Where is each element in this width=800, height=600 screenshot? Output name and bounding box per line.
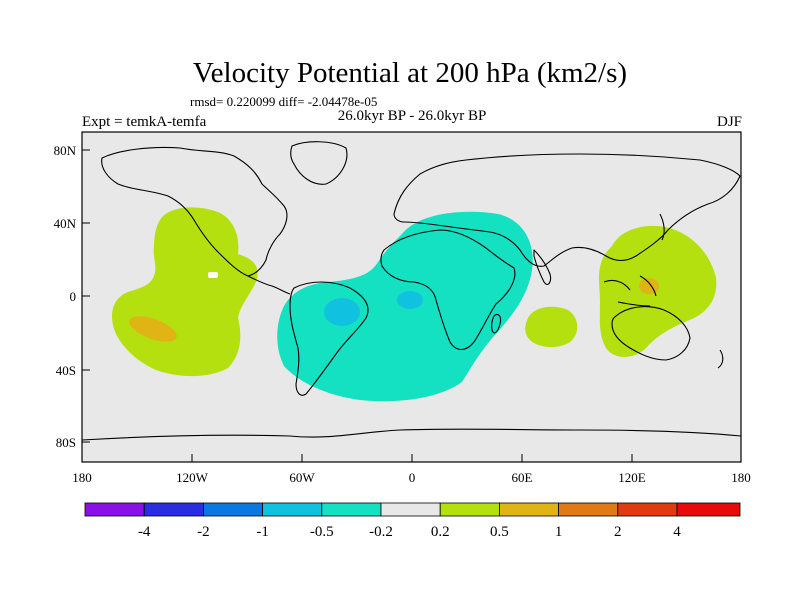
new-zealand-coast <box>717 349 724 369</box>
lat-labels: 80N 40N 0 40S 80S <box>54 143 77 450</box>
brazil-moderate-negative <box>324 298 360 326</box>
lat-label-80n: 80N <box>54 143 77 158</box>
india-coast <box>533 249 552 285</box>
lon-label-0: 0 <box>409 470 416 485</box>
indian-ocean-positive-region <box>525 306 578 348</box>
swatch-5 <box>380 502 441 517</box>
maritime-islands-coast <box>603 275 657 307</box>
colorbar-label-5: 0.2 <box>431 524 450 540</box>
swatch-6 <box>439 502 500 517</box>
central-america-coast <box>247 275 291 295</box>
maritime-moderate-positive <box>639 278 659 294</box>
swatch-10 <box>676 502 741 517</box>
colorbar-label-7: 1 <box>555 524 563 540</box>
colorbar-label-0: -4 <box>138 524 151 540</box>
madagascar-coast <box>491 313 502 334</box>
figure-title: Velocity Potential at 200 hPa (km2/s) <box>193 57 627 89</box>
atlantic-moderate-negative <box>397 291 423 309</box>
pacific-hole <box>208 272 218 278</box>
experiment-label: Expt = temkA-temfa <box>82 114 207 130</box>
moderate-negative-regions <box>324 291 423 326</box>
lat-label-0: 0 <box>70 289 77 304</box>
pacific-moderate-positive <box>129 316 177 342</box>
colorbar-label-9: 4 <box>673 524 681 540</box>
map-ticks <box>81 149 742 462</box>
swatch-8 <box>558 502 619 517</box>
lat-label-40n: 40N <box>54 216 77 231</box>
africa-coast <box>380 229 516 351</box>
maritime-continent-positive-region <box>599 225 717 357</box>
period-label: 26.0kyr BP - 26.0kyr BP <box>338 108 487 124</box>
swatch-9 <box>617 502 678 517</box>
map-panel: 180 120W 60W 0 60E 120E 180 80N 40N 0 40… <box>54 131 751 485</box>
antarctica-coast <box>81 428 742 441</box>
south-america-coast <box>289 281 369 396</box>
greenland-coast <box>290 141 348 185</box>
swatch-3 <box>262 502 323 517</box>
japan-coast <box>659 213 665 241</box>
lon-label-180e: 180 <box>731 470 751 485</box>
lat-label-80s: 80S <box>56 435 76 450</box>
colorbar-label-1: -2 <box>197 524 210 540</box>
coastlines <box>81 141 742 441</box>
colorbar-label-3: -0.5 <box>310 524 334 540</box>
lon-label-180w: 180 <box>72 470 92 485</box>
colorbar-swatches <box>84 502 741 517</box>
stats-label: rmsd= 0.220099 diff= -2.04478e-05 <box>190 94 377 109</box>
lon-label-60e: 60E <box>512 470 533 485</box>
lon-labels: 180 120W 60W 0 60E 120E 180 <box>72 470 751 485</box>
colorbar-label-4: -0.2 <box>369 524 393 540</box>
eurasia-coast <box>393 153 741 267</box>
swatch-2 <box>202 502 263 517</box>
colorbar-label-6: 0.5 <box>490 524 509 540</box>
swatch-0 <box>84 502 145 517</box>
swatch-7 <box>498 502 559 517</box>
lon-label-120e: 120E <box>618 470 646 485</box>
lon-label-120w: 120W <box>176 470 209 485</box>
colorbar-label-2: -1 <box>256 524 269 540</box>
season-label: DJF <box>717 114 742 130</box>
swatch-4 <box>321 502 382 517</box>
australia-coast <box>611 306 691 361</box>
north-america-coast <box>101 146 288 277</box>
colorbar-label-8: 2 <box>614 524 622 540</box>
lat-label-40s: 40S <box>56 363 76 378</box>
lon-label-60w: 60W <box>289 470 315 485</box>
swatch-1 <box>143 502 204 517</box>
colorbar-labels: -4 -2 -1 -0.5 -0.2 0.2 0.5 1 2 4 <box>138 524 681 540</box>
colorbar: -4 -2 -1 -0.5 -0.2 0.2 0.5 1 2 4 <box>84 502 741 540</box>
